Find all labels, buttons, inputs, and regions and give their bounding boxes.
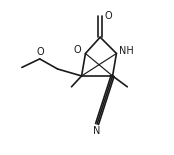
- Text: O: O: [73, 45, 81, 55]
- Text: N: N: [93, 126, 101, 135]
- Text: O: O: [37, 47, 44, 57]
- Text: NH: NH: [119, 46, 134, 56]
- Text: O: O: [104, 11, 112, 21]
